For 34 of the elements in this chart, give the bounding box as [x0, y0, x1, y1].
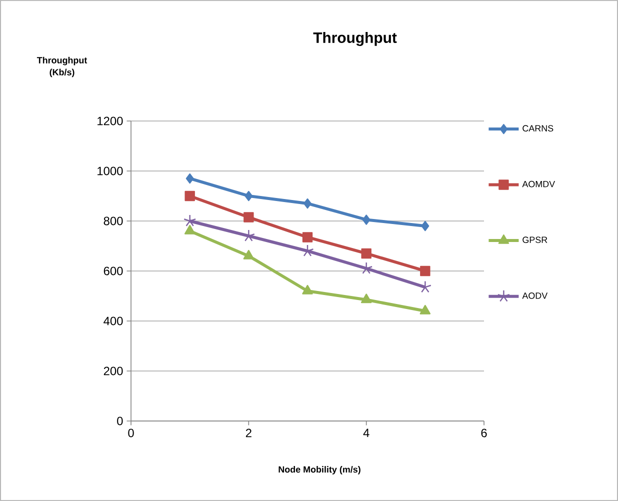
x-tick-label: 6: [481, 428, 487, 438]
legend-label: CARNS: [522, 125, 554, 132]
point: [302, 284, 313, 294]
point: [244, 190, 253, 202]
y-tick-label: 1200: [98, 116, 123, 126]
point: [244, 212, 254, 222]
point: [184, 224, 196, 234]
point: [243, 250, 254, 260]
y-tick-label: 600: [104, 266, 123, 276]
x-tick-label: 0: [128, 428, 134, 438]
point: [360, 294, 372, 304]
point: [420, 266, 430, 276]
point: [362, 214, 370, 225]
point: [421, 220, 430, 232]
y-axis-title: Throughput (Kb/s): [36, 56, 88, 78]
point: [302, 232, 313, 242]
y-tick-label: 200: [104, 366, 123, 376]
legend-label: GPSR: [522, 236, 548, 244]
point: [304, 198, 312, 209]
point: [184, 190, 195, 202]
y-tick-label: 400: [104, 316, 123, 326]
x-axis-title: Node Mobility (m/s): [278, 466, 360, 474]
point: [184, 214, 196, 226]
y-tick-label: 800: [104, 216, 123, 226]
chart-title: Throughput: [313, 32, 397, 46]
x-tick-label: 2: [246, 428, 252, 438]
legend-label: AOMDV: [522, 180, 556, 188]
point: [186, 173, 194, 184]
y-tick-label: 1000: [98, 166, 123, 176]
y-tick-label: 0: [117, 416, 123, 426]
point: [361, 248, 372, 259]
point: [420, 304, 431, 314]
legend-label: AODV: [522, 292, 548, 299]
x-tick-label: 4: [363, 428, 370, 437]
